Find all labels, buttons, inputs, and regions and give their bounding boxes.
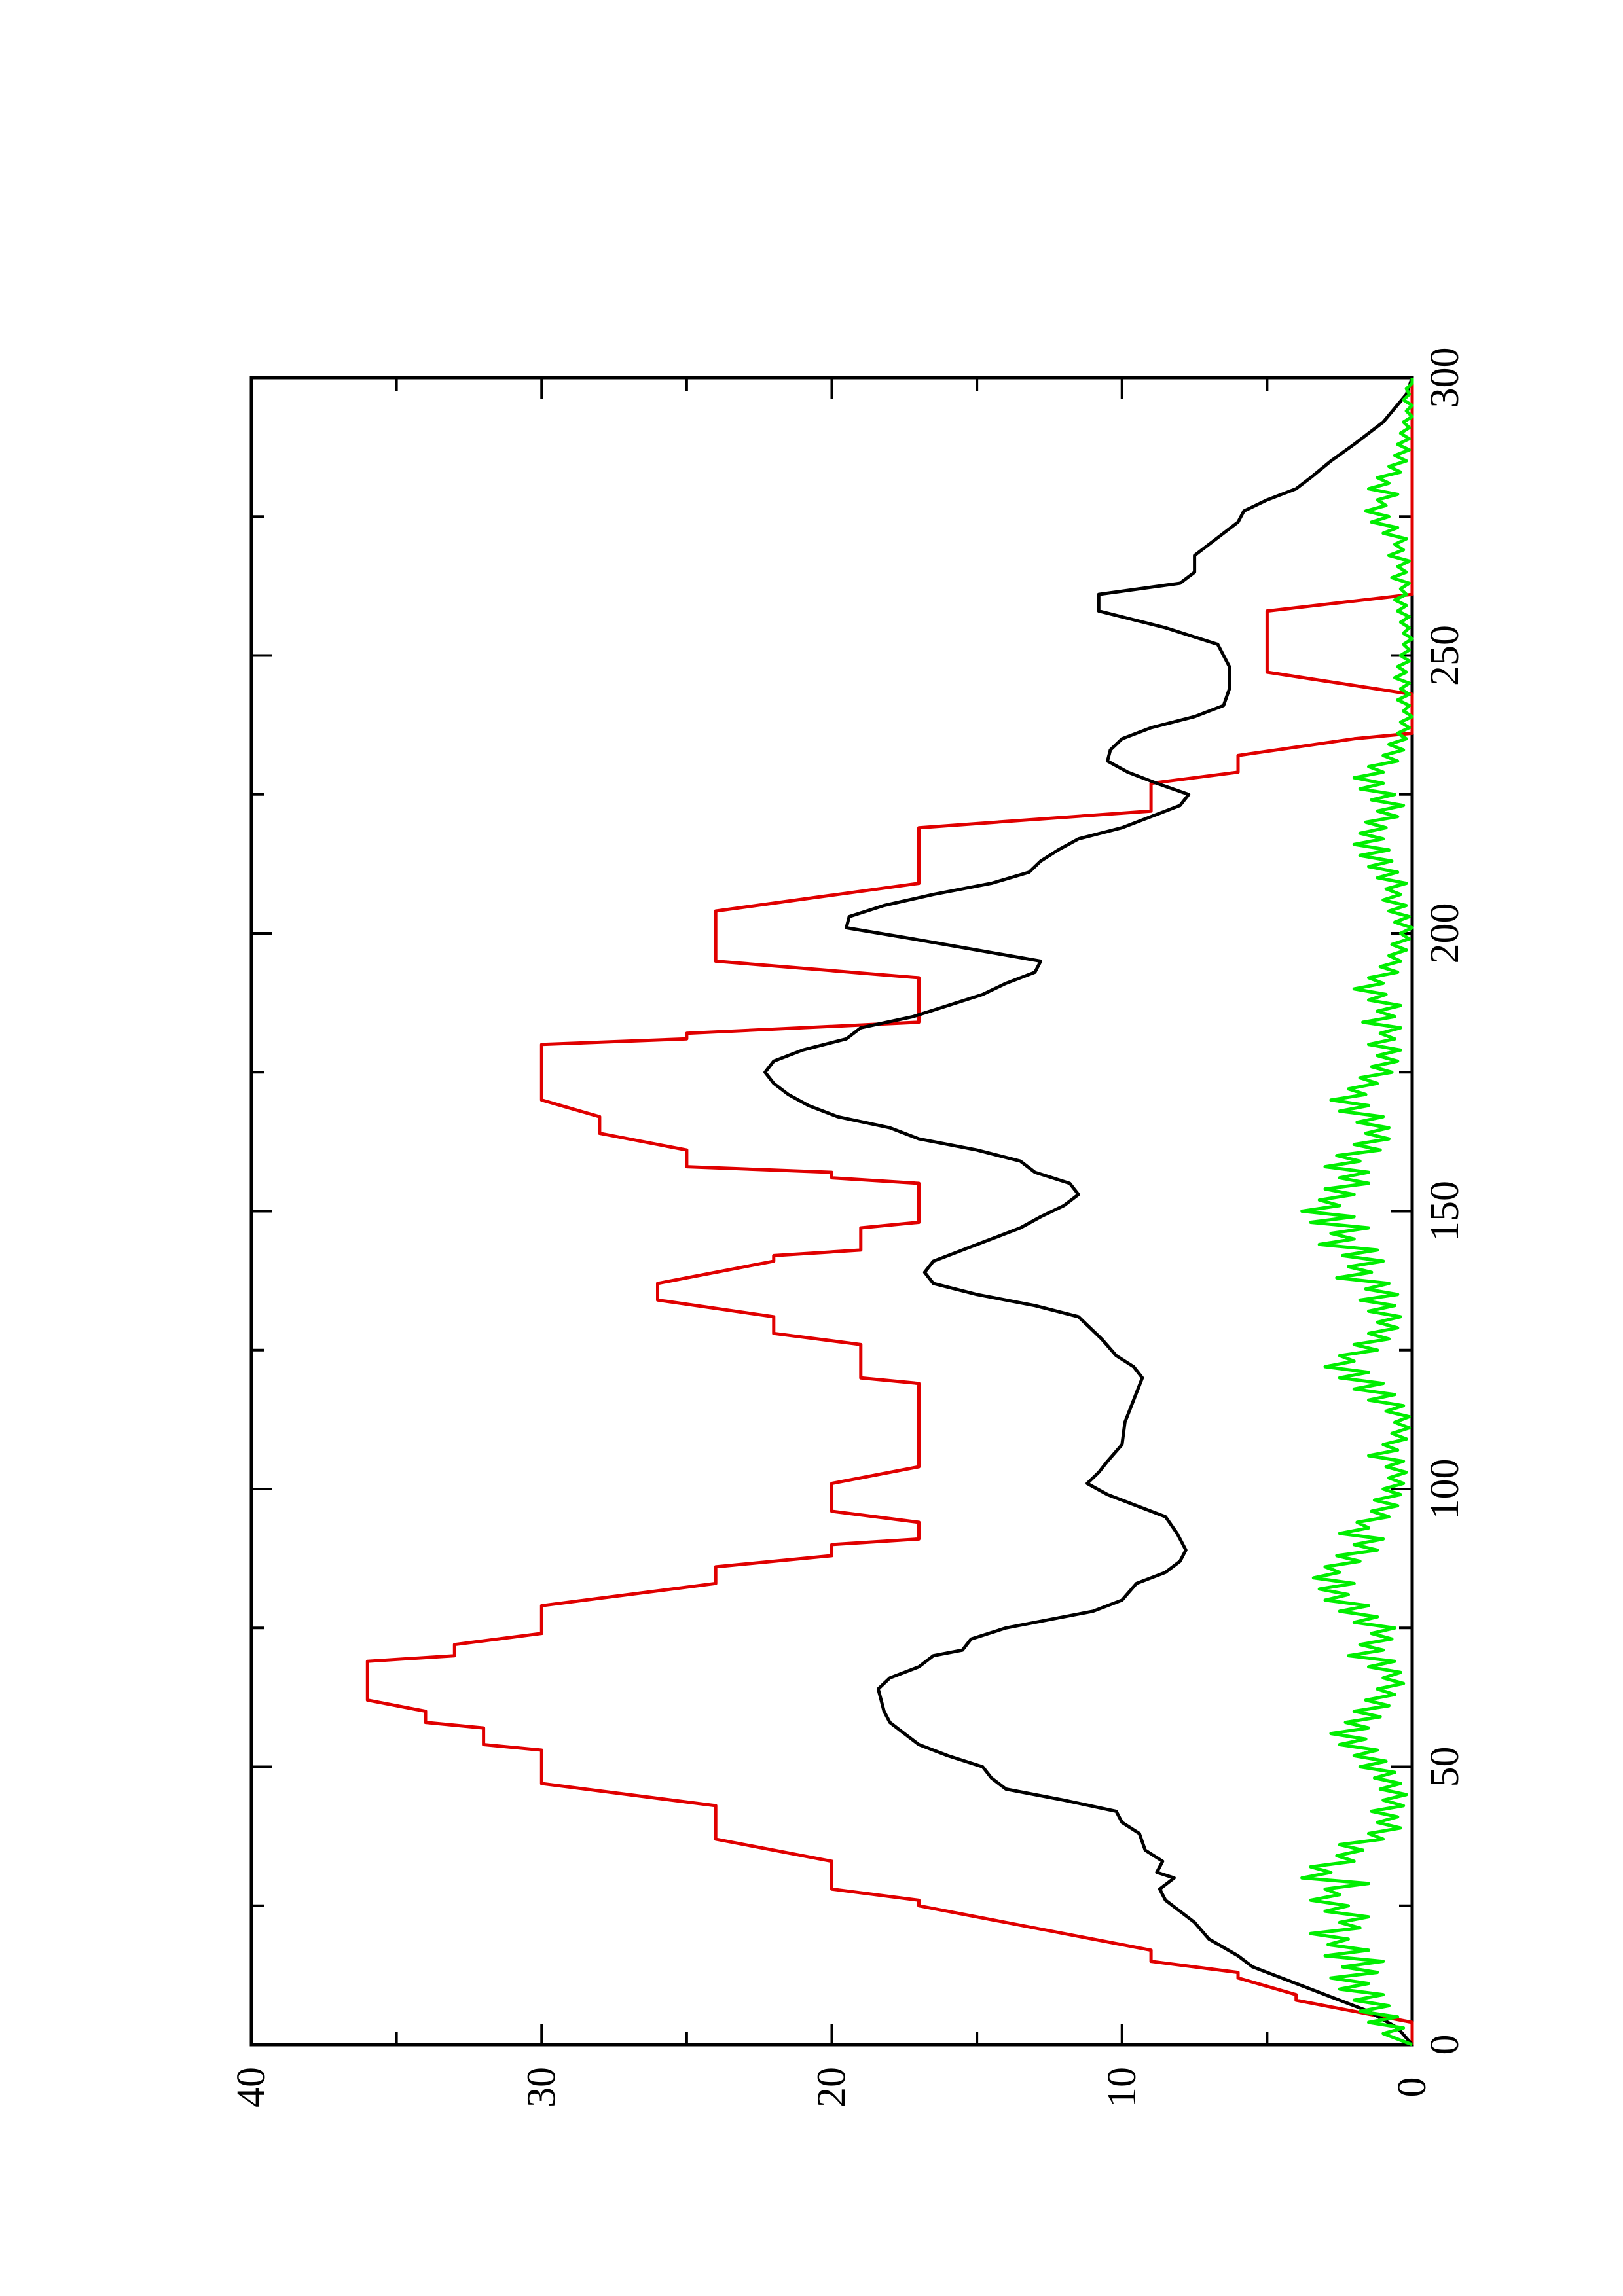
x-tick-label: 0: [1423, 2035, 1467, 2055]
x-tick-label: 50: [1423, 1747, 1467, 1787]
black-series-line: [763, 377, 1414, 2046]
series-lines: [365, 377, 1414, 2047]
axis-tick-labels: 0 50 100 150 200 250 300 0 10 20 30 40: [229, 348, 1467, 2108]
y-tick-label: 10: [1100, 2067, 1144, 2108]
x-tick-label: 200: [1423, 903, 1467, 964]
x-tick-label: 150: [1423, 1181, 1467, 1242]
x-tick-label: 100: [1423, 1459, 1467, 1520]
y-tick-label: 40: [229, 2067, 274, 2108]
x-tick-label: 300: [1423, 348, 1467, 408]
axis-ticks: [250, 376, 1413, 2046]
y-tick-label: 20: [810, 2067, 854, 2108]
y-tick-label: 30: [519, 2067, 564, 2108]
y-tick-label: 0: [1390, 2077, 1434, 2098]
x-tick-label: 250: [1423, 625, 1467, 686]
green-series-line: [1300, 378, 1414, 2047]
plot-frame: [249, 376, 1414, 2047]
red-series-line: [365, 378, 1414, 2045]
